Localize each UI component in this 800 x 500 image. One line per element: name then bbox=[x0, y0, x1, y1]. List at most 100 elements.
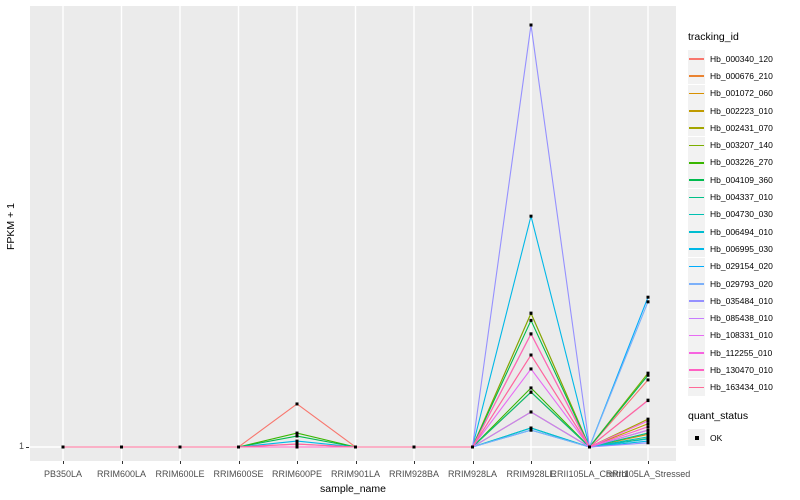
legend-item-Hb_112255_010[interactable]: Hb_112255_010 bbox=[688, 344, 798, 362]
legend-swatch-line bbox=[689, 161, 704, 164]
legend-key bbox=[688, 361, 705, 379]
legend-item-Hb_029154_020[interactable]: Hb_029154_020 bbox=[688, 257, 798, 275]
data-point bbox=[646, 371, 650, 375]
data-point bbox=[120, 445, 123, 449]
legend-label: Hb_003207_140 bbox=[710, 140, 773, 151]
legend-key bbox=[688, 67, 705, 85]
legend-label: Hb_085438_010 bbox=[710, 313, 773, 324]
legend-item-Hb_003207_140[interactable]: Hb_003207_140 bbox=[688, 136, 798, 154]
y-tick-label: 1 bbox=[18, 441, 24, 451]
legend-item-Hb_130470_010[interactable]: Hb_130470_010 bbox=[688, 361, 798, 379]
legend-key bbox=[688, 188, 705, 206]
data-point bbox=[529, 311, 533, 315]
legend-swatch-line bbox=[689, 213, 704, 216]
x-tickmark bbox=[472, 461, 474, 464]
legend-item-Hb_002223_010[interactable]: Hb_002223_010 bbox=[688, 102, 798, 120]
legend-label: Hb_003226_270 bbox=[710, 157, 773, 168]
legend-key bbox=[688, 205, 705, 223]
data-point bbox=[295, 445, 299, 449]
data-point bbox=[646, 439, 650, 443]
legend-swatch-line bbox=[689, 75, 704, 78]
legend-title-tracking-id: tracking_id bbox=[688, 31, 739, 43]
legend-label: Hb_163434_010 bbox=[710, 382, 773, 393]
data-point bbox=[529, 428, 533, 432]
x-tick-label: RRIM600PE bbox=[271, 469, 323, 479]
x-tickmark bbox=[63, 461, 64, 464]
data-point bbox=[529, 353, 533, 357]
data-point bbox=[588, 445, 591, 449]
legend-swatch-line bbox=[689, 179, 704, 181]
legend-item-Hb_085438_010[interactable]: Hb_085438_010 bbox=[688, 309, 798, 327]
legend-item-Hb_003226_270[interactable]: Hb_003226_270 bbox=[688, 153, 798, 171]
data-point bbox=[646, 300, 650, 304]
x-tick-label: RRII105LA_Control bbox=[550, 469, 629, 479]
legend-label: Hb_029154_020 bbox=[710, 261, 773, 272]
data-point bbox=[295, 442, 299, 446]
y-tickmark bbox=[26, 447, 29, 448]
legend-swatch-line bbox=[689, 352, 704, 354]
legend-item-Hb_163434_010[interactable]: Hb_163434_010 bbox=[688, 378, 798, 396]
legend: tracking_id Hb_000340_120 Hb_000676_210 Hb… bbox=[688, 31, 798, 447]
legend-item-Hb_006494_010[interactable]: Hb_006494_010 bbox=[688, 223, 798, 241]
legend-label: Hb_004337_010 bbox=[710, 192, 773, 203]
y-axis-title: FPKM + 1 bbox=[5, 203, 17, 250]
data-point bbox=[646, 425, 650, 429]
legend-swatch-line bbox=[689, 334, 704, 337]
legend-swatch-line bbox=[689, 283, 704, 285]
data-point bbox=[295, 434, 299, 438]
legend-item-Hb_004337_010[interactable]: Hb_004337_010 bbox=[688, 188, 798, 206]
data-point bbox=[646, 295, 650, 299]
data-point bbox=[529, 386, 533, 390]
x-tick-label: RRIM928LA bbox=[447, 469, 498, 479]
legend-swatch-line bbox=[689, 144, 704, 147]
x-tick-label: RRIM600LE bbox=[155, 469, 205, 479]
x-tickmark bbox=[531, 461, 532, 464]
data-point bbox=[646, 419, 650, 423]
legend-key bbox=[688, 136, 705, 154]
data-point bbox=[646, 441, 650, 445]
legend-item-quant-ok[interactable]: OK bbox=[688, 429, 798, 447]
data-point bbox=[646, 431, 650, 435]
legend-item-Hb_001072_060[interactable]: Hb_001072_060 bbox=[688, 84, 798, 102]
x-tick-label: RRIM928LE bbox=[506, 469, 556, 479]
legend-item-Hb_004109_360[interactable]: Hb_004109_360 bbox=[688, 171, 798, 189]
x-tickmark bbox=[297, 461, 298, 464]
legend-label: Hb_035484_010 bbox=[710, 295, 773, 306]
legend-key bbox=[688, 275, 705, 292]
legend-label: Hb_112255_010 bbox=[710, 347, 773, 358]
legend-key bbox=[688, 84, 705, 102]
data-point bbox=[646, 378, 650, 382]
legend-item-Hb_004730_030[interactable]: Hb_004730_030 bbox=[688, 205, 798, 223]
ok-square-marker-icon bbox=[694, 435, 699, 440]
legend-item-Hb_108331_010[interactable]: Hb_108331_010 bbox=[688, 326, 798, 344]
legend-key bbox=[688, 344, 705, 362]
legend-key bbox=[688, 119, 705, 137]
data-point bbox=[646, 428, 650, 432]
data-point bbox=[471, 445, 474, 449]
legend-key-ok bbox=[688, 429, 705, 447]
x-tick-label: RRIM600SE bbox=[213, 469, 264, 479]
legend-item-Hb_035484_010[interactable]: Hb_035484_010 bbox=[688, 292, 798, 310]
data-point bbox=[646, 422, 650, 426]
data-point bbox=[61, 445, 65, 449]
legend-key bbox=[688, 102, 705, 120]
data-point bbox=[295, 402, 299, 406]
legend-swatch-line bbox=[689, 110, 704, 112]
legend-label-ok: OK bbox=[710, 432, 723, 443]
legend-key bbox=[688, 153, 705, 171]
legend-swatch-line bbox=[689, 58, 704, 60]
legend-item-Hb_000340_120[interactable]: Hb_000340_120 bbox=[688, 50, 798, 68]
legend-item-Hb_006995_030[interactable]: Hb_006995_030 bbox=[688, 240, 798, 258]
legend-label: Hb_108331_010 bbox=[710, 330, 773, 341]
legend-swatch-line bbox=[689, 248, 704, 250]
legend-item-Hb_002431_070[interactable]: Hb_002431_070 bbox=[688, 119, 798, 137]
plot-panel bbox=[30, 6, 676, 461]
legend-label: Hb_004109_360 bbox=[710, 174, 773, 185]
legend-item-Hb_029793_020[interactable]: Hb_029793_020 bbox=[688, 275, 798, 292]
legend-key bbox=[688, 326, 705, 344]
legend-label: Hb_006494_010 bbox=[710, 226, 773, 237]
legend-swatch-line bbox=[689, 265, 704, 268]
legend-item-Hb_000676_210[interactable]: Hb_000676_210 bbox=[688, 67, 798, 85]
data-point bbox=[529, 410, 533, 414]
data-point bbox=[646, 373, 650, 377]
